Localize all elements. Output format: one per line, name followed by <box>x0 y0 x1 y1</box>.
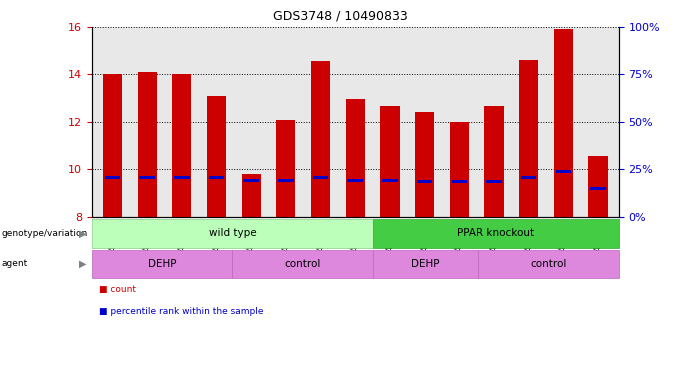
Text: control: control <box>530 259 566 269</box>
Text: ■ percentile rank within the sample: ■ percentile rank within the sample <box>99 306 263 316</box>
Bar <box>173 74 192 217</box>
Bar <box>452 180 467 183</box>
Bar <box>347 179 363 182</box>
Text: DEHP: DEHP <box>411 259 440 269</box>
Bar <box>417 180 432 183</box>
Bar <box>382 179 398 182</box>
Text: ▶: ▶ <box>79 228 86 238</box>
Bar <box>242 174 261 217</box>
Bar <box>449 122 469 217</box>
Bar <box>243 179 259 182</box>
Text: DEHP: DEHP <box>148 259 176 269</box>
Bar <box>138 72 157 217</box>
Bar <box>556 170 571 173</box>
Text: wild type: wild type <box>209 228 256 238</box>
Text: agent: agent <box>1 260 28 268</box>
Bar <box>486 180 502 183</box>
Bar <box>277 119 296 217</box>
Bar <box>588 156 607 217</box>
Text: PPAR knockout: PPAR knockout <box>457 228 534 238</box>
Bar <box>103 74 122 217</box>
Bar <box>209 176 224 179</box>
Bar <box>519 60 538 217</box>
Bar <box>415 113 434 217</box>
Bar <box>521 176 537 179</box>
Bar <box>139 176 155 179</box>
Bar <box>311 61 330 217</box>
Bar <box>278 179 294 182</box>
Bar <box>313 176 328 179</box>
Bar <box>554 29 573 217</box>
Text: ■ count: ■ count <box>99 285 135 295</box>
Bar <box>380 106 400 217</box>
Bar <box>105 176 120 179</box>
Bar <box>345 99 365 217</box>
Bar <box>174 176 190 179</box>
Text: GDS3748 / 10490833: GDS3748 / 10490833 <box>273 10 407 23</box>
Text: genotype/variation: genotype/variation <box>1 229 88 238</box>
Bar <box>484 106 503 217</box>
Bar <box>207 96 226 217</box>
Text: ▶: ▶ <box>79 259 86 269</box>
Bar <box>590 187 606 190</box>
Text: control: control <box>284 259 321 269</box>
